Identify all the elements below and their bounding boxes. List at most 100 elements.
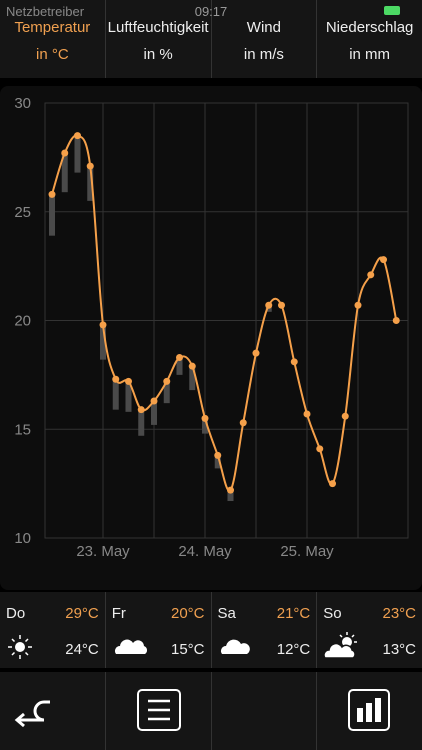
data-point — [380, 256, 387, 264]
day-min: 12°C — [276, 641, 311, 658]
data-point — [99, 321, 107, 329]
cloud-icon — [114, 639, 147, 654]
day-min: 15°C — [170, 641, 205, 658]
chart-panel: 10 15 20 25 30 23. May 24. May 25. May — [0, 86, 422, 590]
chart-button[interactable] — [317, 672, 422, 750]
day-cell[interactable]: Do 29°C 24°C — [0, 592, 106, 668]
tab-label: Niederschlag — [325, 19, 414, 36]
tab[interactable]: Luftfeuchtigkeit in % — [106, 0, 212, 78]
data-point — [367, 271, 375, 279]
day-name: So — [323, 605, 342, 622]
data-point — [354, 301, 362, 309]
data-point — [392, 317, 400, 324]
data-point — [201, 414, 209, 422]
range-bar — [87, 166, 94, 201]
range-bar — [176, 357, 183, 375]
tab-bar: Temperatur in °C Luftfeuchtigkeit in % Win… — [0, 0, 422, 78]
y-tick-label: 25 — [14, 204, 31, 221]
tab-label: Luftfeuchtigkeit — [107, 19, 209, 36]
day-max: 21°C — [276, 605, 311, 622]
toolbar — [0, 672, 422, 750]
range-bar — [125, 381, 132, 412]
tab[interactable]: Niederschlag in mm — [317, 0, 422, 78]
tab-label: Wind — [246, 19, 281, 36]
range-bar — [74, 135, 81, 173]
chart-icon — [348, 689, 390, 731]
day-name: Sa — [217, 605, 236, 622]
range-bar — [112, 379, 119, 410]
cloud-icon — [220, 639, 250, 654]
data-point — [303, 410, 311, 418]
range-bar — [189, 366, 196, 391]
tab-unit: in mm — [349, 46, 391, 63]
sun-icon — [8, 635, 32, 659]
tab-unit: in % — [143, 46, 173, 63]
data-point — [163, 377, 171, 385]
day-cell[interactable]: So 23°C 13°C — [317, 592, 422, 668]
empty-cell — [212, 672, 317, 750]
carrier: Netzbetreiber — [6, 4, 85, 19]
data-point — [239, 419, 247, 427]
range-bar — [138, 409, 145, 436]
data-point — [290, 358, 298, 366]
data-point — [316, 445, 324, 453]
data-point — [86, 162, 94, 170]
y-tick-label: 10 — [14, 530, 31, 547]
day-max: 29°C — [65, 605, 99, 622]
tab[interactable]: Temperatur in °C — [0, 0, 106, 78]
clock: 09:17 — [194, 4, 228, 19]
day-max: 20°C — [170, 605, 205, 622]
range-bar — [49, 194, 55, 236]
day-name: Fr — [111, 605, 126, 622]
forecast-row: Do 29°C 24°C Fr 20°C 15°C Sa 21°C 12°C So 23°C 1… — [0, 592, 422, 668]
back-icon — [14, 700, 50, 728]
y-tick-label: 20 — [14, 313, 31, 330]
tab-label: Temperatur — [14, 19, 91, 36]
day-max: 23°C — [382, 605, 416, 622]
data-point — [265, 301, 273, 309]
day-cell[interactable]: Sa 21°C 12°C — [212, 592, 318, 668]
range-bar — [163, 381, 170, 404]
day-min: 24°C — [65, 641, 99, 658]
x-tick-label: 23. May — [76, 543, 130, 560]
tab[interactable]: Wind in m/s — [212, 0, 318, 78]
back-button[interactable] — [0, 672, 106, 750]
tab-unit: in m/s — [243, 46, 284, 63]
data-point — [341, 412, 349, 420]
data-point — [112, 375, 120, 383]
range-bar — [100, 324, 106, 360]
data-point — [137, 406, 145, 414]
range-bar — [214, 455, 221, 469]
range-bar — [202, 418, 208, 434]
chart: 10 15 20 25 30 23. May 24. May 25. May — [14, 95, 409, 560]
y-tick-label: 30 — [14, 95, 31, 112]
sun-cloud-icon — [323, 632, 358, 659]
data-point — [227, 486, 234, 494]
data-point — [150, 397, 158, 405]
data-point — [214, 451, 222, 459]
day-min: 13°C — [382, 641, 416, 658]
range-bar — [61, 153, 68, 193]
menu-button[interactable] — [106, 672, 212, 750]
x-tick-label: 24. May — [178, 543, 232, 560]
data-point — [188, 362, 196, 370]
data-point — [61, 149, 69, 157]
day-name: Do — [6, 605, 26, 622]
status-bar: Netzbetreiber 09:17 — [0, 0, 422, 19]
battery — [384, 6, 400, 15]
data-point — [329, 480, 336, 488]
day-cell[interactable]: Fr 20°C 15°C — [106, 592, 212, 668]
data-point — [278, 301, 285, 309]
data-point — [125, 377, 132, 385]
tab-unit: in °C — [36, 46, 69, 63]
range-bar — [227, 490, 234, 502]
y-tick-label: 15 — [14, 421, 31, 438]
menu-icon — [137, 689, 181, 731]
data-point — [74, 132, 81, 140]
data-point — [176, 353, 183, 361]
temperature-line — [51, 134, 398, 492]
data-point — [48, 190, 56, 198]
x-tick-label: 25. May — [280, 543, 334, 560]
data-point — [252, 349, 260, 357]
